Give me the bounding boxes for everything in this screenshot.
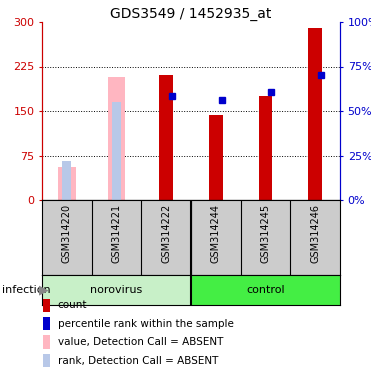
Text: GSM314244: GSM314244 [211, 204, 221, 263]
Bar [62, 161, 71, 200]
Bar [112, 102, 121, 200]
Text: percentile rank within the sample: percentile rank within the sample [58, 319, 233, 329]
Bar [259, 96, 272, 200]
Text: GSM314220: GSM314220 [62, 204, 72, 263]
Bar [108, 77, 125, 200]
Text: GSM314222: GSM314222 [161, 204, 171, 263]
Bar [42, 275, 191, 305]
Text: count: count [58, 300, 87, 310]
Text: rank, Detection Call = ABSENT: rank, Detection Call = ABSENT [58, 356, 218, 366]
Text: infection: infection [2, 285, 50, 295]
Title: GDS3549 / 1452935_at: GDS3549 / 1452935_at [110, 7, 272, 21]
Text: GSM314246: GSM314246 [310, 204, 320, 263]
Text: GSM314221: GSM314221 [112, 204, 121, 263]
Text: control: control [246, 285, 285, 295]
Bar [159, 75, 173, 200]
Bar [191, 275, 340, 305]
Text: GSM314245: GSM314245 [260, 204, 270, 263]
Bar [58, 167, 76, 200]
Bar [209, 115, 223, 200]
Text: ▶: ▶ [39, 283, 49, 296]
Bar [308, 28, 322, 200]
Text: norovirus: norovirus [91, 285, 142, 295]
Text: value, Detection Call = ABSENT: value, Detection Call = ABSENT [58, 337, 223, 347]
